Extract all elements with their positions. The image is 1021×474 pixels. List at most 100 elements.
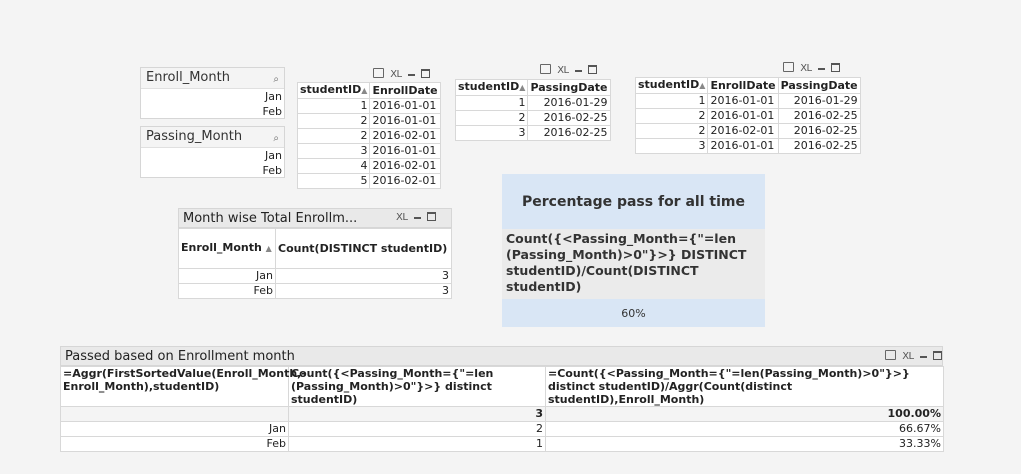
- passed-table-caption[interactable]: Passed based on Enrollment month: [60, 346, 943, 366]
- table-cell[interactable]: Jan: [178, 268, 276, 284]
- passing-month-listbox[interactable]: Passing_Month ⌕ Jan Feb: [140, 126, 285, 178]
- table-cell[interactable]: 5: [296, 173, 371, 189]
- table-cell[interactable]: 3: [288, 406, 546, 422]
- table-cell[interactable]: 2: [296, 128, 371, 144]
- print-icon[interactable]: [373, 68, 384, 78]
- table-cell[interactable]: 2016-02-25: [527, 125, 611, 141]
- table-cell[interactable]: 2016-01-01: [707, 93, 779, 109]
- listbox-item-jan[interactable]: Jan: [265, 90, 282, 103]
- table-cell[interactable]: 2: [454, 110, 529, 126]
- table-cell[interactable]: 100.00%: [545, 406, 944, 422]
- month-wise-toolbar: XL: [393, 211, 436, 225]
- table-cell[interactable]: Feb: [60, 436, 289, 452]
- table-cell[interactable]: 3: [275, 283, 452, 299]
- table-cell[interactable]: 2016-02-25: [777, 138, 861, 154]
- minimize-icon[interactable]: [817, 68, 825, 70]
- table-cell[interactable]: 1: [288, 436, 546, 452]
- table-cell[interactable]: [60, 406, 289, 422]
- table-row: 3 2016-01-01 2016-02-25: [634, 138, 861, 154]
- listbox-item-feb[interactable]: Feb: [262, 105, 282, 118]
- enroll-table: studentID▲ EnrollDate 1 2016-01-01 2 2016-…: [296, 82, 441, 189]
- table-cell[interactable]: 2016-01-01: [369, 113, 441, 129]
- table-cell[interactable]: 2: [634, 108, 709, 124]
- column-header[interactable]: Count(DISTINCT studentID): [275, 228, 452, 269]
- table-cell[interactable]: 3: [634, 138, 709, 154]
- maximize-icon[interactable]: [587, 65, 597, 74]
- table-cell[interactable]: 3: [275, 268, 452, 284]
- total-row: 3 100.00%: [60, 406, 944, 422]
- enroll-month-listbox[interactable]: Enroll_Month ⌕ Jan Feb: [140, 67, 285, 119]
- table-cell[interactable]: 2: [288, 421, 546, 437]
- excel-export-icon[interactable]: XL: [396, 212, 408, 223]
- minimize-icon[interactable]: [413, 217, 421, 219]
- table-cell[interactable]: Jan: [60, 421, 289, 437]
- table-cell[interactable]: 2016-01-29: [527, 95, 611, 111]
- table-cell[interactable]: 1: [296, 98, 371, 114]
- table-cell[interactable]: 2016-02-25: [527, 110, 611, 126]
- table-cell[interactable]: 66.67%: [545, 421, 944, 437]
- table-cell[interactable]: 1: [454, 95, 529, 111]
- minimize-icon[interactable]: [919, 356, 927, 358]
- table-cell[interactable]: 4: [296, 158, 371, 174]
- maximize-icon[interactable]: [830, 63, 840, 72]
- table-cell[interactable]: Feb: [178, 283, 276, 299]
- table-row: 4 2016-02-01: [296, 158, 441, 174]
- column-header[interactable]: EnrollDate: [369, 82, 441, 99]
- table-cell[interactable]: 2016-02-01: [369, 128, 441, 144]
- excel-export-icon[interactable]: XL: [390, 69, 402, 80]
- table-cell[interactable]: 3: [454, 125, 529, 141]
- column-header[interactable]: studentID▲: [454, 79, 529, 96]
- table-row: 2 2016-02-01 2016-02-25: [634, 123, 861, 139]
- search-icon[interactable]: ⌕: [273, 74, 279, 85]
- excel-export-icon[interactable]: XL: [800, 63, 812, 74]
- table-cell[interactable]: 1: [634, 93, 709, 109]
- column-header[interactable]: EnrollDate: [707, 77, 779, 94]
- excel-export-icon[interactable]: XL: [557, 65, 569, 76]
- column-header[interactable]: PassingDate: [527, 79, 611, 96]
- listbox-item-feb[interactable]: Feb: [262, 164, 282, 177]
- table-cell[interactable]: 2016-01-01: [707, 138, 779, 154]
- enroll-month-caption[interactable]: Enroll_Month ⌕: [141, 68, 284, 89]
- column-header[interactable]: =Count({<Passing_Month={"=len(Passing_Mo…: [545, 366, 944, 407]
- table-row: 2 2016-02-25: [454, 110, 611, 126]
- enroll-month-title: Enroll_Month: [146, 70, 230, 85]
- column-header[interactable]: Enroll_Month ▲: [178, 228, 276, 269]
- table-cell[interactable]: 2016-01-01: [369, 98, 441, 114]
- excel-export-icon[interactable]: XL: [902, 351, 914, 362]
- print-icon[interactable]: [885, 350, 896, 360]
- column-header[interactable]: =Aggr(FirstSortedValue(Enroll_Month,-Enr…: [60, 366, 306, 407]
- table-row: 5 2016-02-01: [296, 173, 441, 189]
- table-row: 3 2016-01-01: [296, 143, 441, 159]
- column-header[interactable]: PassingDate: [777, 77, 861, 94]
- minimize-icon[interactable]: [574, 70, 582, 72]
- table-cell[interactable]: 2016-02-01: [707, 123, 779, 139]
- table-cell[interactable]: 2016-02-25: [777, 108, 861, 124]
- table-cell[interactable]: 2016-02-25: [777, 123, 861, 139]
- print-icon[interactable]: [783, 62, 794, 72]
- table-cell[interactable]: 2: [634, 123, 709, 139]
- table-cell[interactable]: 3: [296, 143, 371, 159]
- percentage-value: 60%: [502, 299, 765, 327]
- maximize-icon[interactable]: [426, 212, 436, 221]
- column-header[interactable]: studentID▲: [296, 82, 371, 99]
- passing-month-caption[interactable]: Passing_Month ⌕: [141, 127, 284, 148]
- listbox-item-jan[interactable]: Jan: [265, 149, 282, 162]
- table-cell[interactable]: 2016-01-01: [707, 108, 779, 124]
- passing-table: studentID▲ PassingDate 1 2016-01-29 2 2016…: [454, 79, 611, 141]
- table-cell[interactable]: 2: [296, 113, 371, 129]
- minimize-icon[interactable]: [407, 74, 415, 76]
- table-cell[interactable]: 2016-01-01: [369, 143, 441, 159]
- search-icon[interactable]: ⌕: [273, 133, 279, 144]
- column-header[interactable]: Count({<Passing_Month={"=len (Passing_Mo…: [288, 366, 546, 407]
- month-wise-caption[interactable]: Month wise Total Enrollm...: [178, 208, 452, 228]
- table-row: Feb 1 33.33%: [60, 436, 944, 452]
- maximize-icon[interactable]: [932, 351, 942, 360]
- print-icon[interactable]: [540, 64, 551, 74]
- column-header[interactable]: studentID▲: [634, 77, 709, 94]
- month-wise-title: Month wise Total Enrollm...: [183, 211, 358, 226]
- table-cell[interactable]: 2016-02-01: [369, 173, 441, 189]
- table-cell[interactable]: 2016-02-01: [369, 158, 441, 174]
- table-cell[interactable]: 33.33%: [545, 436, 944, 452]
- table-cell[interactable]: 2016-01-29: [777, 93, 861, 109]
- maximize-icon[interactable]: [420, 69, 430, 78]
